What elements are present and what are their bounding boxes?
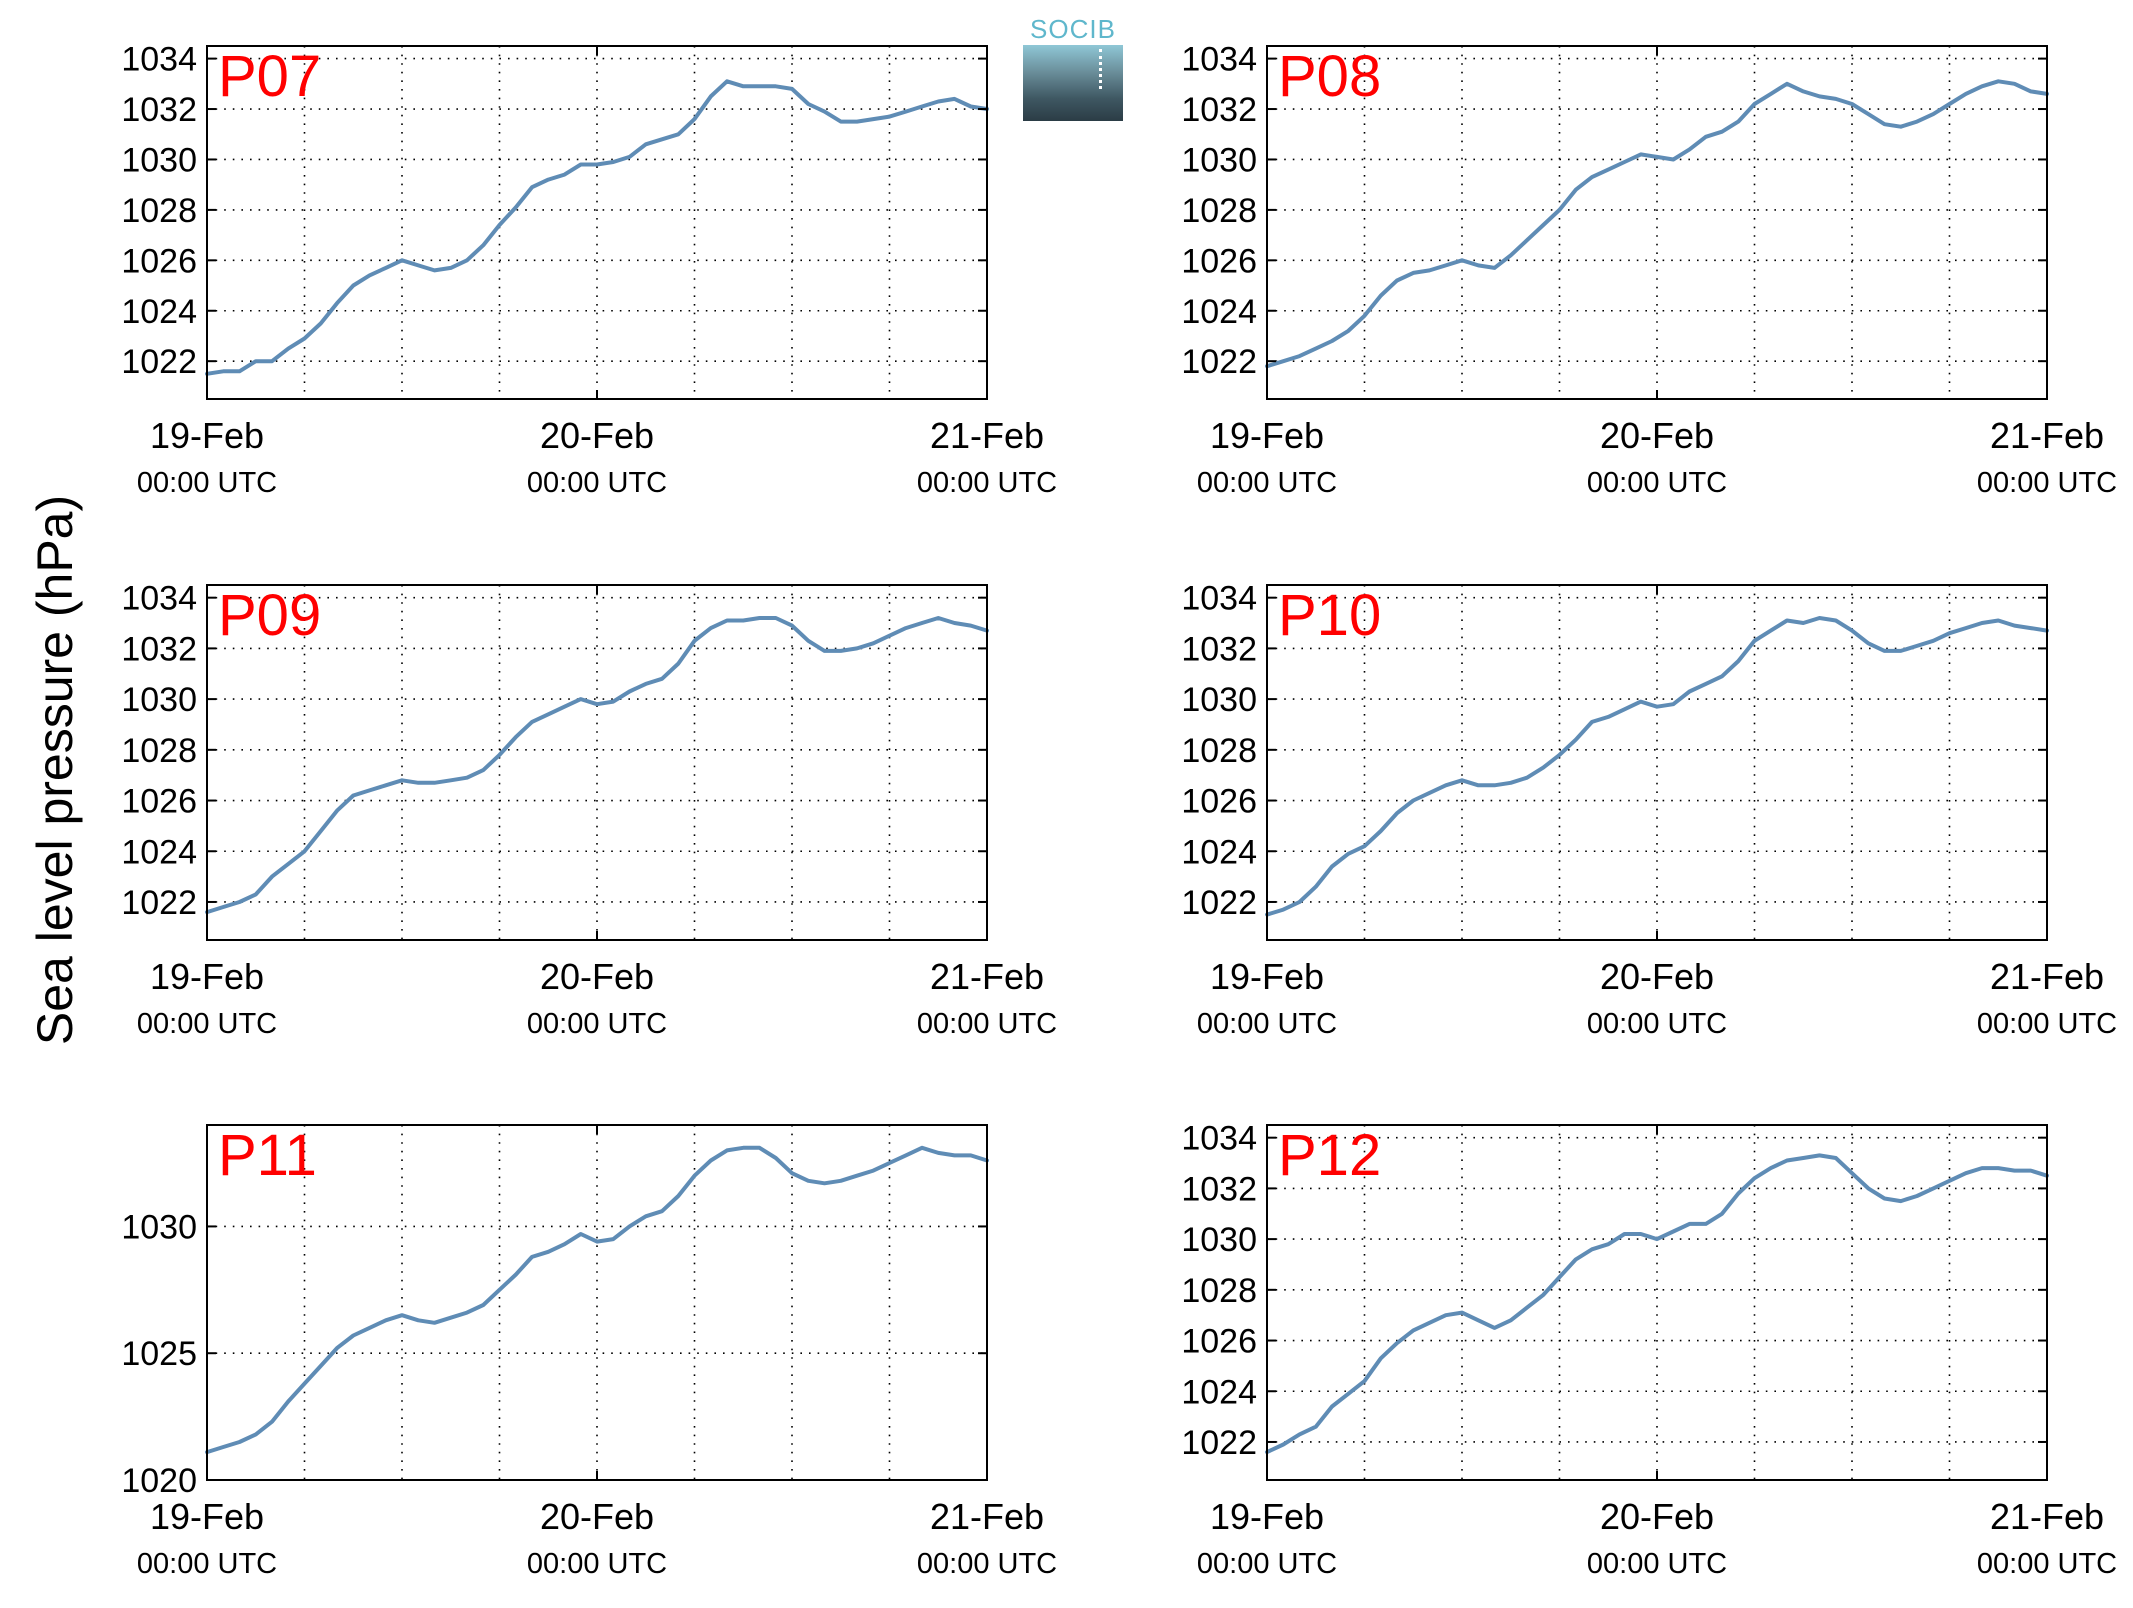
- y-tick-label: 1024: [121, 833, 197, 871]
- x-tick-label-time: 00:00 UTC: [917, 467, 1057, 499]
- series-line: [205, 79, 989, 376]
- x-tick-label-day: 21-Feb: [1990, 1496, 2104, 1537]
- x-tick-label-time: 00:00 UTC: [1197, 467, 1337, 499]
- socib-logo: SOCIB: [1023, 15, 1123, 121]
- y-tick-label: 1032: [1181, 630, 1257, 668]
- x-tick-label-time: 00:00 UTC: [1197, 1008, 1337, 1040]
- x-tick-label-time: 00:00 UTC: [137, 1008, 277, 1040]
- x-tick-label-day: 21-Feb: [1990, 415, 2104, 456]
- panel-label: P09: [218, 583, 321, 648]
- y-tick-label: 1026: [1181, 242, 1257, 280]
- y-tick-label: 1034: [1181, 580, 1257, 618]
- panels: 1022 1024 1026 1028 1030 1032 1034 19-Feb 00:00 …: [121, 41, 2117, 1580]
- x-tick-label-time: 00:00 UTC: [527, 467, 667, 499]
- x-tick-label-time: 00:00 UTC: [1977, 467, 2117, 499]
- y-tick-label: 1032: [121, 630, 197, 668]
- y-tick-label: 1022: [1181, 343, 1257, 381]
- y-tick-label: 1022: [1181, 1424, 1257, 1462]
- x-tick-label-time: 00:00 UTC: [1977, 1008, 2117, 1040]
- series-line: [205, 1145, 989, 1455]
- y-tick-label: 1028: [1181, 192, 1257, 230]
- series-line: [1265, 79, 2049, 369]
- y-tick-label: 1034: [1181, 1120, 1257, 1158]
- y-tick-label: 1030: [121, 1208, 197, 1246]
- y-tick-label: 1030: [121, 141, 197, 179]
- y-tick-label: 1030: [1181, 681, 1257, 719]
- panel-label: P10: [1278, 583, 1381, 648]
- series-line: [1265, 1153, 2049, 1455]
- y-tick-label: 1026: [121, 242, 197, 280]
- y-tick-label: 1022: [121, 343, 197, 381]
- x-tick-label-time: 00:00 UTC: [1587, 467, 1727, 499]
- chart-panel-p12: 1022 1024 1026 1028 1030 1032 1034 19-Feb 00:00 …: [1181, 1120, 2117, 1580]
- y-tick-label: 1022: [121, 884, 197, 922]
- x-tick-label-time: 00:00 UTC: [137, 1548, 277, 1580]
- y-tick-label: 1020: [121, 1462, 197, 1500]
- x-tick-label-day: 19-Feb: [1210, 956, 1324, 997]
- y-tick-label: 1030: [1181, 141, 1257, 179]
- x-tick-label-day: 20-Feb: [1600, 956, 1714, 997]
- series-line: [205, 616, 989, 915]
- x-tick-label-day: 21-Feb: [930, 415, 1044, 456]
- x-tick-label-day: 20-Feb: [1600, 415, 1714, 456]
- y-tick-label: 1028: [121, 732, 197, 770]
- x-tick-label-day: 19-Feb: [150, 956, 264, 997]
- x-tick-label-day: 20-Feb: [1600, 1496, 1714, 1537]
- y-tick-label: 1032: [1181, 91, 1257, 129]
- y-tick-label: 1032: [1181, 1170, 1257, 1208]
- y-tick-label: 1024: [1181, 1373, 1257, 1411]
- x-tick-label-day: 20-Feb: [540, 1496, 654, 1537]
- y-tick-label: 1028: [1181, 1272, 1257, 1310]
- series-line: [1265, 616, 2049, 917]
- y-tick-label: 1024: [1181, 833, 1257, 871]
- y-tick-label: 1032: [121, 91, 197, 129]
- x-tick-label-day: 20-Feb: [540, 415, 654, 456]
- x-tick-label-day: 21-Feb: [930, 1496, 1044, 1537]
- socib-logo-dots: [1099, 49, 1102, 89]
- y-tick-label: 1030: [121, 681, 197, 719]
- x-tick-label-day: 19-Feb: [1210, 1496, 1324, 1537]
- socib-logo-graphic: [1023, 45, 1123, 121]
- chart-panel-p07: 1022 1024 1026 1028 1030 1032 1034 19-Feb 00:00 …: [121, 41, 1057, 499]
- panel-label: P12: [1278, 1123, 1381, 1188]
- y-tick-label: 1022: [1181, 884, 1257, 922]
- x-tick-label-day: 21-Feb: [1990, 956, 2104, 997]
- x-tick-label-day: 19-Feb: [150, 415, 264, 456]
- y-tick-label: 1026: [1181, 1323, 1257, 1361]
- x-tick-label-day: 19-Feb: [1210, 415, 1324, 456]
- x-tick-label-time: 00:00 UTC: [527, 1548, 667, 1580]
- x-tick-label-day: 20-Feb: [540, 956, 654, 997]
- y-tick-label: 1028: [121, 192, 197, 230]
- y-tick-label: 1034: [1181, 41, 1257, 79]
- x-tick-label-time: 00:00 UTC: [137, 467, 277, 499]
- chart-panel-p11: 1020 1025 1030 19-Feb 00:00 UTC 20-Feb 00:00 U…: [121, 1123, 1057, 1580]
- y-tick-label: 1024: [1181, 293, 1257, 331]
- y-tick-label: 1025: [121, 1335, 197, 1373]
- y-tick-label: 1030: [1181, 1221, 1257, 1259]
- x-tick-label-day: 19-Feb: [150, 1496, 264, 1537]
- y-axis-label: Sea level pressure (hPa): [27, 495, 83, 1045]
- y-tick-label: 1026: [1181, 783, 1257, 821]
- x-tick-label-day: 21-Feb: [930, 956, 1044, 997]
- panel-label: P07: [218, 44, 321, 109]
- x-tick-label-time: 00:00 UTC: [1587, 1548, 1727, 1580]
- panel-label: P08: [1278, 44, 1381, 109]
- chart-panel-p08: 1022 1024 1026 1028 1030 1032 1034 19-Feb 00:00 …: [1181, 41, 2117, 499]
- chart-panel-p09: 1022 1024 1026 1028 1030 1032 1034 19-Feb 00:00 …: [121, 580, 1057, 1040]
- x-tick-label-time: 00:00 UTC: [527, 1008, 667, 1040]
- y-tick-label: 1028: [1181, 732, 1257, 770]
- chart-panel-p10: 1022 1024 1026 1028 1030 1032 1034 19-Feb 00:00 …: [1181, 580, 2117, 1040]
- y-tick-label: 1034: [121, 580, 197, 618]
- x-tick-label-time: 00:00 UTC: [1197, 1548, 1337, 1580]
- x-tick-label-time: 00:00 UTC: [1587, 1008, 1727, 1040]
- y-tick-label: 1026: [121, 783, 197, 821]
- x-tick-label-time: 00:00 UTC: [917, 1008, 1057, 1040]
- socib-logo-text: SOCIB: [1030, 14, 1116, 44]
- panel-label: P11: [218, 1123, 317, 1188]
- x-tick-label-time: 00:00 UTC: [1977, 1548, 2117, 1580]
- y-tick-label: 1024: [121, 293, 197, 331]
- y-tick-label: 1034: [121, 41, 197, 79]
- x-tick-label-time: 00:00 UTC: [917, 1548, 1057, 1580]
